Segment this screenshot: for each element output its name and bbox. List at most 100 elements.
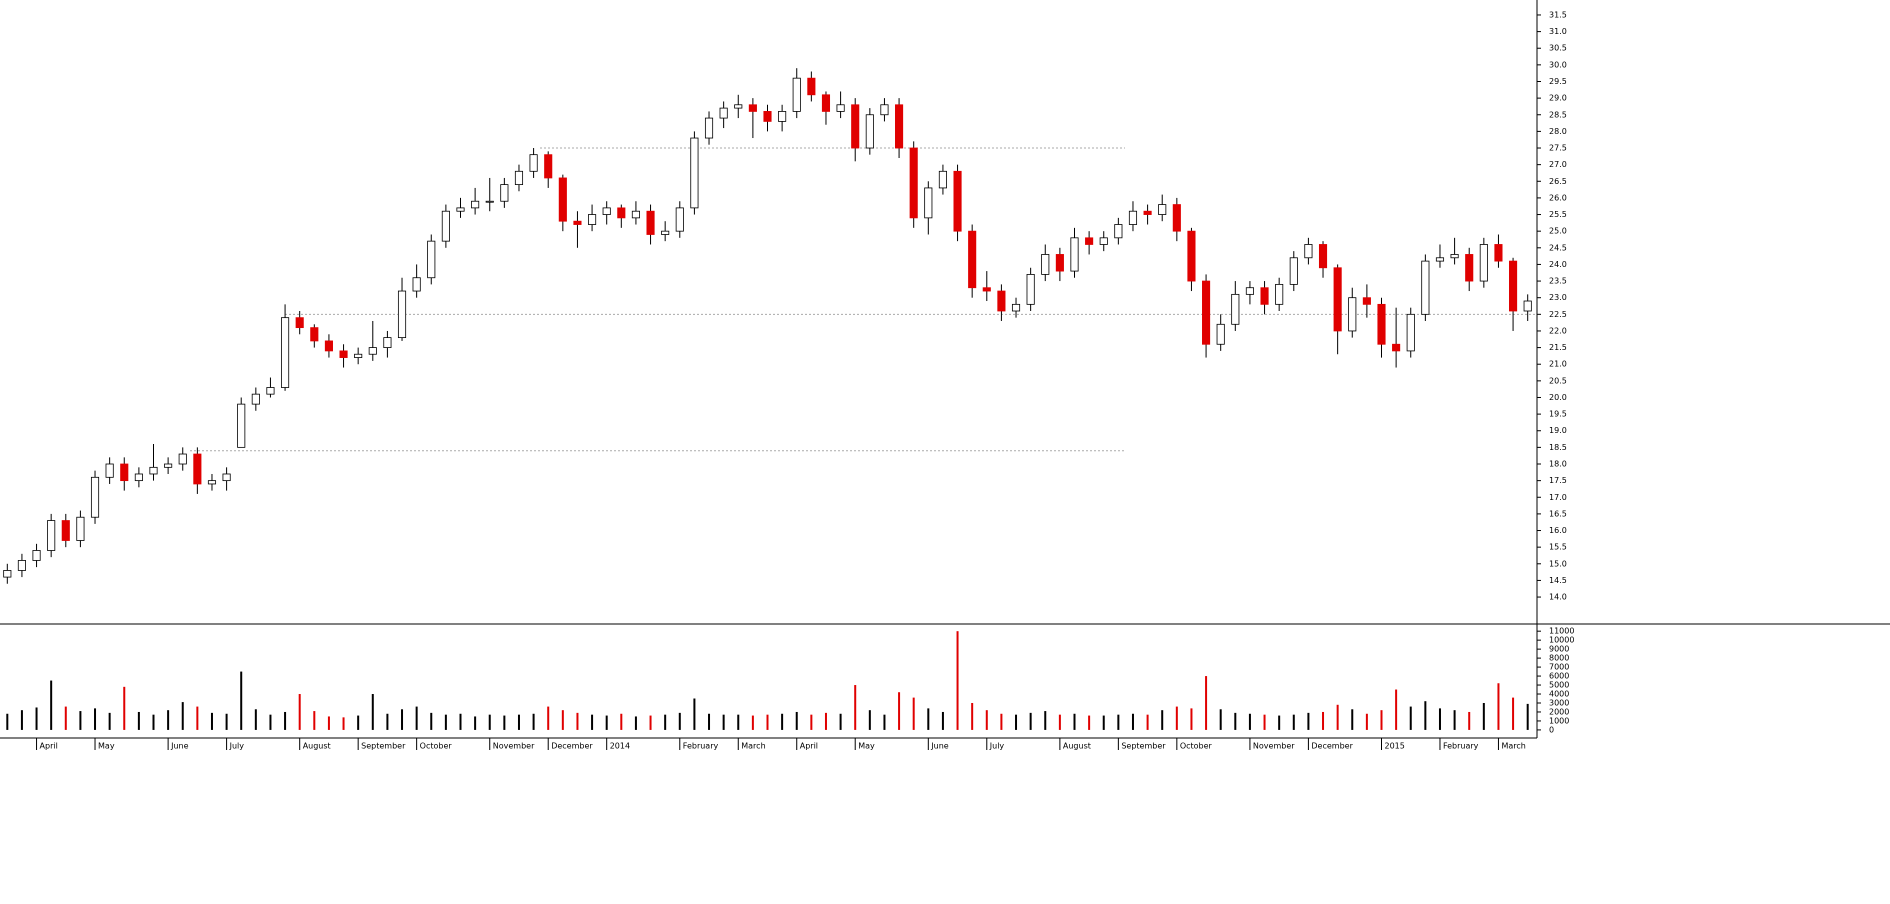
y-tick-label: 20.0: [1549, 393, 1567, 402]
volume-bar: [898, 692, 901, 730]
x-tick-label: December: [551, 742, 593, 751]
y-tick-label: 30.0: [1549, 60, 1567, 69]
y-tick-label: 20.5: [1549, 376, 1567, 385]
y-tick-label: 19.0: [1549, 426, 1567, 435]
y-tick-label: 22.0: [1549, 326, 1567, 335]
y-tick-label: 14.5: [1549, 576, 1567, 585]
candle-body: [3, 570, 12, 578]
volume-bar: [1263, 714, 1266, 730]
candle-body: [1070, 237, 1079, 272]
volume-bar: [1497, 683, 1500, 730]
volume-bar: [517, 714, 520, 730]
y-tick-label: 26.5: [1549, 177, 1567, 186]
candle-body: [792, 77, 801, 112]
x-tick-label: May: [98, 742, 115, 751]
candle-body: [895, 104, 904, 149]
candle-body: [1260, 287, 1269, 305]
candle-body: [778, 111, 787, 122]
y-tick-label: 21.0: [1549, 360, 1567, 369]
volume-bar: [1088, 715, 1091, 730]
candle-body: [807, 77, 816, 96]
candle-body: [1465, 254, 1474, 282]
candle-body: [17, 560, 26, 571]
candle-body: [1128, 210, 1138, 225]
candle-body: [602, 207, 611, 215]
x-tick-label: October: [420, 742, 453, 751]
volume-bar: [737, 714, 740, 730]
volume-bar: [152, 714, 155, 730]
x-tick-label: 2014: [610, 742, 630, 751]
candle-body: [719, 107, 728, 119]
candle-body: [149, 466, 158, 475]
volume-bar: [1131, 713, 1134, 730]
volume-bar: [1278, 715, 1281, 730]
candle-body: [1158, 204, 1167, 215]
volume-bar: [210, 712, 213, 730]
x-tick-label: December: [1311, 742, 1353, 751]
y-tick-label: 25.5: [1549, 210, 1567, 219]
x-tick-label: November: [1253, 742, 1295, 751]
candle-body: [1509, 260, 1518, 312]
candle-body: [982, 287, 991, 292]
volume-bar: [722, 714, 725, 730]
volume-bar: [956, 631, 959, 730]
candle-body: [514, 170, 524, 186]
candle-body: [500, 184, 509, 202]
volume-bar: [854, 685, 857, 730]
y-tick-label: 15.5: [1549, 543, 1567, 552]
candle-body: [193, 453, 202, 485]
candle-body: [851, 104, 860, 149]
candle-body: [1275, 283, 1284, 305]
candle-body: [207, 480, 217, 485]
y-tick-label: 26.0: [1549, 193, 1567, 202]
volume-bar: [1322, 711, 1325, 730]
volume-bar: [20, 710, 23, 730]
volume-bar: [1468, 711, 1471, 730]
candle-body: [953, 170, 962, 232]
volume-bar: [225, 713, 228, 730]
candle-body: [1099, 237, 1108, 245]
candle-body: [909, 147, 918, 219]
candle-body: [1450, 254, 1459, 259]
volume-tick-label: 11000: [1549, 627, 1574, 636]
y-tick-label: 18.0: [1549, 460, 1567, 469]
volume-bar: [605, 715, 608, 730]
candle-body: [339, 350, 348, 358]
y-tick-label: 17.0: [1549, 493, 1567, 502]
volume-bar: [503, 715, 506, 730]
candle-body: [295, 317, 304, 329]
candle-body: [997, 290, 1006, 312]
volume-tick-label: 9000: [1549, 645, 1569, 654]
volume-bar: [1336, 704, 1339, 730]
volume-bar: [561, 710, 564, 730]
candle-body: [1289, 257, 1298, 285]
candle-body: [938, 170, 947, 189]
y-tick-label: 23.0: [1549, 293, 1567, 302]
candle-body: [646, 210, 655, 235]
volume-bar: [693, 698, 696, 730]
volume-tick-label: 0: [1549, 725, 1554, 734]
x-tick-label: July: [989, 742, 1005, 751]
candle-body: [617, 207, 626, 219]
candle-body: [368, 347, 377, 355]
y-tick-label: 27.0: [1549, 160, 1567, 169]
volume-bar: [591, 714, 594, 730]
x-tick-label: April: [40, 742, 58, 751]
volume-bar: [1395, 689, 1398, 730]
volume-tick-label: 5000: [1549, 681, 1569, 690]
candle-body: [61, 520, 70, 541]
candle-body: [456, 207, 465, 212]
candle-body: [47, 520, 56, 551]
candle-body: [558, 177, 567, 222]
volume-bar: [766, 714, 769, 730]
volume-bar: [196, 706, 199, 730]
volume-bar: [123, 686, 126, 730]
x-tick-label: October: [1180, 742, 1213, 751]
y-tick-label: 27.5: [1549, 144, 1567, 153]
candle-body: [1114, 224, 1123, 239]
volume-bar: [1146, 714, 1149, 730]
candle-body: [631, 210, 640, 219]
x-tick-label: March: [1501, 742, 1525, 751]
candle-body: [1377, 303, 1386, 345]
candle-body: [76, 516, 85, 541]
